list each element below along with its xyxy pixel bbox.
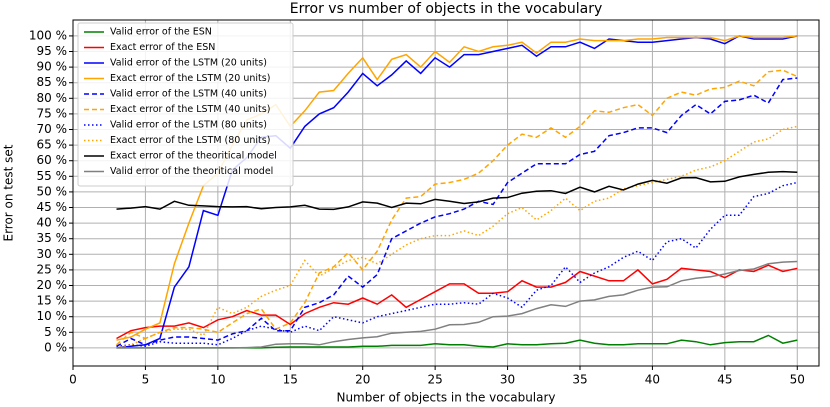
y-tick-label: 30 % <box>37 247 68 261</box>
legend: Valid error of the ESN Exact error of the… <box>77 22 294 187</box>
y-tick-label: 45 % <box>37 200 68 214</box>
y-tick-label: 0 % <box>44 340 67 354</box>
y-tick-label: 50 % <box>37 184 68 198</box>
legend-label: Valid error of the LSTM (40 units) <box>110 89 267 100</box>
y-tick-label: 90 % <box>37 60 68 74</box>
y-tick-label: 15 % <box>37 294 68 308</box>
series-line <box>116 264 798 340</box>
x-tick-label: 45 <box>717 373 732 387</box>
series-line <box>116 125 798 349</box>
y-tick-label: 20 % <box>37 278 68 292</box>
y-tick-label: 5 % <box>44 325 67 339</box>
x-tick-label: 40 <box>645 373 660 387</box>
legend-label: Valid error of the theoritical model <box>110 166 273 177</box>
y-tick-label: 95 % <box>37 44 68 58</box>
legend-label: Valid error of the ESN <box>110 27 212 38</box>
x-tick-label: 35 <box>572 373 587 387</box>
x-tick-label: 5 <box>142 373 150 387</box>
legend-label: Valid error of the LSTM (20 units) <box>110 58 267 69</box>
legend-label: Exact error of the theoritical model <box>110 151 277 162</box>
legend-label: Valid error of the LSTM (80 units) <box>110 120 267 131</box>
y-tick-label: 35 % <box>37 231 68 245</box>
legend-label: Exact error of the LSTM (80 units) <box>110 135 270 146</box>
x-tick-label: 25 <box>427 373 442 387</box>
series-line <box>116 181 798 348</box>
plot-frame <box>72 19 820 367</box>
y-tick-label: 70 % <box>37 122 68 136</box>
x-axis-label: Number of objects in the vocabulary <box>336 391 555 405</box>
y-tick-label: 100 % <box>29 28 67 42</box>
legend-label: Exact error of the LSTM (40 units) <box>110 104 270 115</box>
chart-title: Error vs number of objects in the vocabu… <box>290 1 603 17</box>
y-tick-label: 80 % <box>37 91 68 105</box>
series-line <box>116 69 798 346</box>
y-axis-label: Error on test set <box>2 144 16 241</box>
x-tick-label: 15 <box>283 373 298 387</box>
y-tick-label: 25 % <box>37 262 68 276</box>
y-tick-label: 10 % <box>37 309 68 323</box>
y-tick-label: 85 % <box>37 75 68 89</box>
x-tick-label: 30 <box>500 373 515 387</box>
series-line <box>116 170 798 211</box>
x-tick-label: 50 <box>790 373 805 387</box>
legend-label: Exact error of the LSTM (20 units) <box>110 73 270 84</box>
x-tick-label: 10 <box>210 373 225 387</box>
y-tick-label: 65 % <box>37 138 68 152</box>
y-tick-label: 75 % <box>37 106 68 120</box>
y-tick-label: 40 % <box>37 216 68 230</box>
y-tick-label: 60 % <box>37 153 68 167</box>
legend-label: Exact error of the ESN <box>110 42 215 53</box>
series-line <box>116 334 798 349</box>
series-line <box>116 77 798 347</box>
x-tick-label: 20 <box>355 373 370 387</box>
x-tick-label: 0 <box>69 373 77 387</box>
y-tick-label: 55 % <box>37 169 68 183</box>
legend-box <box>77 22 294 187</box>
series-line <box>116 260 798 349</box>
